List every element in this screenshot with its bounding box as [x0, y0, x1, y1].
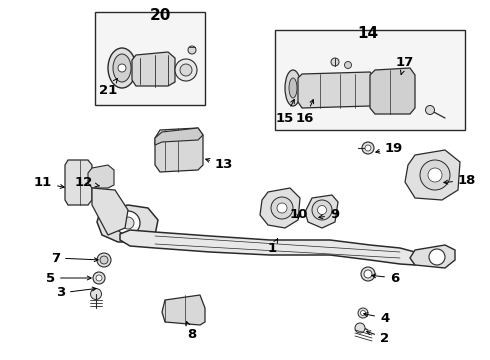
Circle shape — [277, 203, 287, 213]
Text: 6: 6 — [372, 271, 399, 284]
Circle shape — [118, 64, 126, 72]
Text: 16: 16 — [296, 99, 314, 125]
Circle shape — [420, 160, 450, 190]
Ellipse shape — [108, 48, 136, 88]
Circle shape — [361, 310, 366, 315]
Circle shape — [91, 288, 101, 300]
Text: 14: 14 — [357, 26, 379, 41]
Text: 13: 13 — [206, 158, 233, 171]
Polygon shape — [410, 245, 455, 268]
Circle shape — [271, 197, 293, 219]
Text: 5: 5 — [46, 271, 91, 284]
Circle shape — [361, 267, 375, 281]
Text: 8: 8 — [186, 321, 196, 342]
Text: 2: 2 — [367, 331, 389, 345]
Circle shape — [365, 145, 371, 151]
Text: 10: 10 — [290, 208, 308, 221]
Circle shape — [188, 46, 196, 54]
Text: 18: 18 — [444, 174, 476, 186]
Polygon shape — [298, 72, 374, 108]
Bar — [275, 30, 465, 130]
Polygon shape — [405, 150, 460, 200]
Polygon shape — [65, 160, 92, 205]
Circle shape — [358, 308, 368, 318]
Circle shape — [180, 64, 192, 76]
Polygon shape — [370, 68, 415, 114]
Ellipse shape — [289, 78, 297, 98]
Polygon shape — [162, 295, 205, 325]
Polygon shape — [132, 52, 175, 86]
Ellipse shape — [113, 54, 131, 82]
Text: 19: 19 — [376, 141, 403, 154]
Polygon shape — [92, 188, 128, 235]
Text: 3: 3 — [56, 287, 96, 300]
Text: 7: 7 — [51, 252, 98, 265]
Circle shape — [122, 217, 134, 229]
Circle shape — [355, 323, 365, 333]
Polygon shape — [120, 230, 420, 265]
Polygon shape — [155, 128, 203, 145]
Text: 12: 12 — [75, 176, 99, 189]
Circle shape — [425, 105, 435, 114]
Polygon shape — [305, 195, 338, 228]
Polygon shape — [97, 205, 158, 242]
Text: 21: 21 — [99, 78, 118, 96]
Circle shape — [428, 168, 442, 182]
Text: 11: 11 — [34, 176, 64, 189]
Circle shape — [116, 211, 140, 235]
Text: 15: 15 — [276, 99, 294, 125]
Text: 4: 4 — [364, 311, 389, 324]
Circle shape — [364, 270, 372, 278]
Circle shape — [100, 256, 108, 264]
Polygon shape — [88, 165, 114, 188]
Circle shape — [318, 206, 326, 215]
Circle shape — [331, 58, 339, 66]
Text: 20: 20 — [149, 8, 171, 23]
Polygon shape — [155, 128, 203, 172]
Circle shape — [429, 249, 445, 265]
Ellipse shape — [285, 70, 301, 106]
Circle shape — [93, 272, 105, 284]
Circle shape — [344, 62, 351, 68]
Text: 9: 9 — [319, 208, 339, 221]
Text: 1: 1 — [268, 239, 278, 255]
Bar — [95, 12, 205, 105]
Circle shape — [97, 253, 111, 267]
Circle shape — [362, 142, 374, 154]
Polygon shape — [260, 188, 300, 228]
Circle shape — [312, 200, 332, 220]
Circle shape — [96, 275, 102, 281]
Circle shape — [175, 59, 197, 81]
Text: 17: 17 — [396, 55, 414, 75]
